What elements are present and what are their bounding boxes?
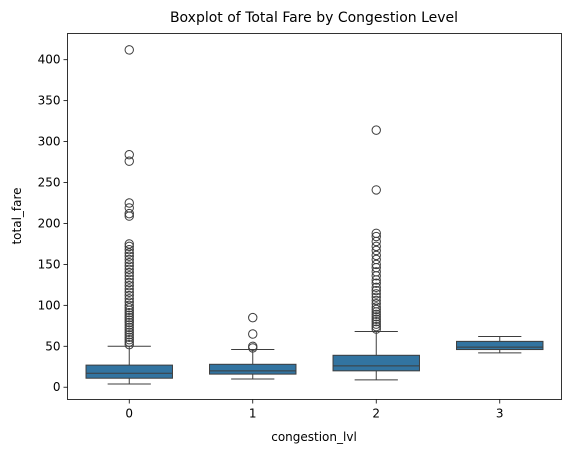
outlier-point bbox=[371, 245, 381, 256]
outlier-point bbox=[371, 250, 381, 261]
outlier-point bbox=[371, 185, 381, 195]
box-iqr bbox=[209, 363, 297, 375]
outlier-point bbox=[124, 320, 134, 330]
outlier-point bbox=[124, 244, 134, 255]
outlier-point bbox=[124, 290, 134, 301]
outlier-point bbox=[124, 287, 134, 297]
outlier-point bbox=[124, 267, 134, 278]
outlier-point bbox=[371, 241, 381, 252]
outlier-point bbox=[124, 305, 134, 315]
outlier-point bbox=[124, 327, 134, 338]
outlier-point bbox=[371, 321, 381, 332]
outlier-point bbox=[371, 307, 381, 317]
outlier-point bbox=[371, 125, 381, 135]
outlier-point bbox=[124, 303, 134, 313]
y-tick-label: 250 bbox=[38, 176, 61, 190]
y-tick-label: 100 bbox=[38, 298, 61, 312]
outlier-point bbox=[124, 156, 134, 166]
outlier-point bbox=[124, 310, 134, 320]
outlier-point bbox=[371, 259, 381, 270]
outlier-point bbox=[371, 278, 381, 288]
outlier-point bbox=[124, 337, 134, 347]
outlier-point bbox=[371, 289, 381, 299]
outlier-point bbox=[124, 325, 134, 335]
outlier-point bbox=[124, 241, 134, 252]
x-tick-label: 1 bbox=[249, 407, 257, 421]
box-iqr bbox=[85, 364, 173, 379]
y-tick-label: 150 bbox=[38, 257, 61, 271]
outlier-point bbox=[124, 248, 134, 258]
outlier-point bbox=[124, 315, 134, 325]
outlier-point bbox=[124, 317, 134, 328]
y-tick-label: 0 bbox=[53, 380, 61, 394]
outlier-point bbox=[371, 231, 381, 242]
outlier-point bbox=[124, 280, 134, 291]
outlier-point bbox=[371, 319, 381, 329]
outlier-point bbox=[371, 324, 381, 334]
outlier-point bbox=[124, 284, 134, 294]
plot-area bbox=[85, 45, 544, 385]
outlier-point bbox=[124, 294, 134, 304]
outlier-point bbox=[124, 261, 134, 271]
outlier-point bbox=[371, 282, 381, 293]
y-tick-label: 50 bbox=[45, 339, 60, 353]
y-tick-label: 350 bbox=[38, 94, 61, 108]
outlier-point bbox=[124, 45, 134, 55]
outlier-point bbox=[124, 330, 134, 340]
outlier-point bbox=[124, 332, 134, 342]
outlier-point bbox=[248, 343, 258, 353]
x-tick-label: 0 bbox=[125, 407, 133, 421]
outlier-point bbox=[124, 271, 134, 281]
outlier-point bbox=[371, 271, 381, 281]
outlier-point bbox=[371, 317, 381, 327]
outlier-point bbox=[124, 198, 134, 208]
outlier-point bbox=[124, 312, 134, 323]
y-axis-title: total_fare bbox=[10, 187, 24, 244]
x-axis-title: congestion_lvl bbox=[271, 430, 357, 444]
box-group-1 bbox=[209, 312, 297, 380]
outlier-point bbox=[124, 211, 134, 221]
outlier-point bbox=[124, 254, 134, 265]
outlier-point bbox=[124, 149, 134, 160]
x-tick-label: 3 bbox=[496, 407, 504, 421]
outlier-point bbox=[371, 275, 381, 285]
outlier-point bbox=[371, 312, 381, 322]
y-tick-label: 400 bbox=[38, 53, 61, 67]
x-tick-label: 2 bbox=[372, 407, 380, 421]
outlier-point bbox=[124, 322, 134, 333]
outlier-point bbox=[124, 335, 134, 345]
y-axis: 0 50 100 150 200 250 300 350 400 bbox=[38, 53, 68, 394]
box-iqr bbox=[332, 354, 420, 372]
y-tick-label: 300 bbox=[38, 135, 61, 149]
outlier-point bbox=[124, 264, 134, 275]
outlier-point bbox=[371, 304, 381, 315]
outlier-point bbox=[124, 208, 134, 219]
outlier-point bbox=[371, 309, 381, 320]
outlier-point bbox=[248, 329, 258, 339]
plot-frame bbox=[67, 33, 562, 400]
outlier-point bbox=[124, 277, 134, 288]
outlier-point bbox=[371, 314, 381, 324]
y-tick-label: 200 bbox=[38, 216, 61, 230]
outlier-point bbox=[124, 251, 134, 261]
outlier-point bbox=[124, 258, 134, 268]
outlier-point bbox=[371, 302, 381, 312]
box-group-2 bbox=[332, 125, 420, 381]
outlier-point bbox=[248, 312, 258, 323]
outlier-point bbox=[124, 300, 134, 311]
box-group-3 bbox=[456, 335, 544, 354]
outlier-point bbox=[124, 308, 134, 318]
outlier-point bbox=[371, 292, 381, 302]
outlier-point bbox=[371, 295, 381, 306]
outlier-point bbox=[371, 285, 381, 296]
outlier-point bbox=[371, 236, 381, 247]
outlier-point bbox=[124, 339, 134, 350]
outlier-point bbox=[124, 239, 134, 249]
chart-title: Boxplot of Total Fare by Congestion Leve… bbox=[170, 10, 458, 26]
outlier-point bbox=[124, 274, 134, 284]
box-group-0 bbox=[85, 45, 173, 385]
box-iqr bbox=[456, 340, 544, 351]
x-axis: 0 1 2 3 bbox=[125, 399, 504, 421]
